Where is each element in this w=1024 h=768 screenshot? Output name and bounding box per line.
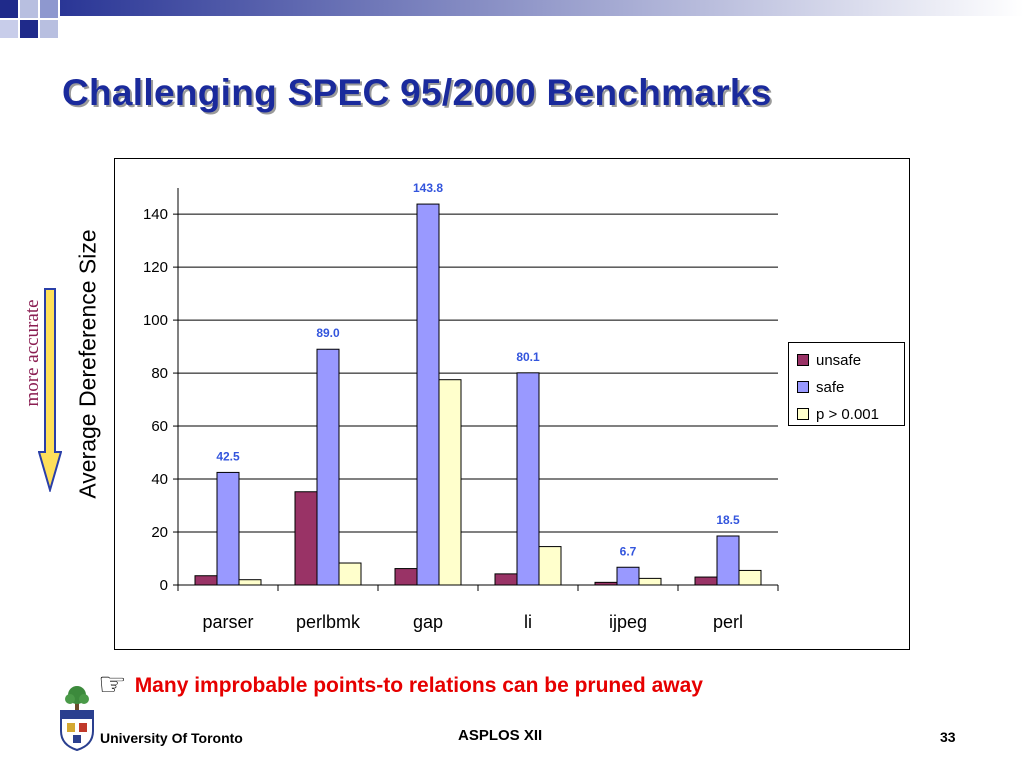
y-tick-label: 140 (143, 206, 168, 223)
y-tick-label: 40 (151, 471, 168, 488)
legend-label-p-threshold: p > 0.001 (816, 405, 879, 423)
chart-legend: unsafe safe p > 0.001 (788, 342, 905, 426)
page-number: 33 (940, 729, 956, 745)
bar-safe-gap (416, 203, 440, 586)
slide-title: Challenging SPEC 95/2000 Benchmarks (62, 72, 772, 113)
pointing-hand-icon: ☞ (98, 666, 127, 702)
bar-unsafe-parser (194, 575, 218, 586)
more-accurate-label: more accurate (22, 299, 43, 407)
bar-safe-li (516, 372, 540, 586)
down-arrow-icon (38, 288, 62, 492)
legend-item-unsafe: unsafe (797, 349, 861, 371)
y-tick-label: 20 (151, 524, 168, 541)
data-label: 143.8 (413, 181, 443, 195)
bar-p-0-001-perlbmk (338, 562, 362, 586)
data-label: 89.0 (316, 326, 340, 340)
data-label: 80.1 (516, 350, 540, 364)
legend-swatch-unsafe (797, 354, 809, 366)
y-tick-label: 80 (151, 365, 168, 382)
y-axis-title: Average Dereference Size (74, 229, 101, 499)
bar-safe-parser (216, 471, 240, 586)
bar-p-0-001-perl (738, 569, 762, 586)
bar-p-0-001-ijpeg (638, 577, 662, 586)
note-row: ☞ Many improbable points-to relations ca… (98, 668, 703, 700)
data-label: 18.5 (716, 513, 740, 527)
bar-unsafe-ijpeg (594, 581, 618, 586)
legend-item-p-threshold: p > 0.001 (797, 403, 879, 425)
x-category-label: perlbmk (296, 612, 361, 632)
y-tick-label: 100 (143, 312, 168, 329)
university-name: University Of Toronto (100, 730, 243, 746)
university-crest-logo (60, 686, 94, 751)
x-category-label: gap (413, 612, 443, 632)
legend-swatch-safe (797, 381, 809, 393)
bar-p-0-001-gap (438, 379, 462, 586)
legend-swatch-p-threshold (797, 408, 809, 420)
note-text: Many improbable points-to relations can … (134, 674, 703, 697)
bar-p-0-001-li (538, 546, 562, 586)
legend-item-safe: safe (797, 376, 844, 398)
bar-unsafe-li (494, 573, 518, 586)
bar-unsafe-perl (694, 576, 718, 586)
x-category-label: ijpeg (609, 612, 647, 632)
bar-unsafe-perlbmk (294, 491, 318, 586)
legend-label-safe: safe (816, 378, 845, 396)
header-decoration (0, 0, 1024, 38)
bar-p-0-001-parser (238, 579, 262, 586)
bar-unsafe-gap (394, 568, 418, 586)
y-tick-label: 120 (143, 259, 168, 276)
x-category-label: li (524, 612, 532, 632)
legend-label-unsafe: unsafe (816, 351, 862, 369)
bar-safe-ijpeg (616, 566, 640, 586)
bar-safe-perl (716, 535, 740, 586)
data-label: 42.5 (216, 449, 240, 463)
y-tick-label: 60 (151, 418, 168, 435)
conference-name: ASPLOS XII (458, 727, 543, 744)
x-category-label: perl (713, 612, 743, 632)
chart-frame (114, 158, 910, 650)
data-label: 6.7 (620, 544, 637, 558)
y-tick-label: 0 (160, 577, 168, 594)
x-category-label: parser (202, 612, 253, 632)
bar-safe-perlbmk (316, 348, 340, 586)
